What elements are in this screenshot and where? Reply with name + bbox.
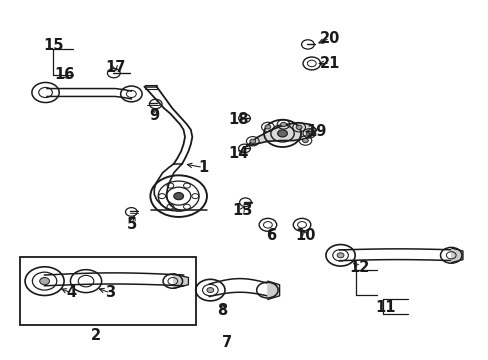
Polygon shape: [267, 281, 279, 300]
Text: 21: 21: [319, 56, 339, 71]
Text: 18: 18: [228, 112, 248, 126]
Text: 10: 10: [295, 228, 315, 243]
Text: 5: 5: [127, 217, 137, 232]
Polygon shape: [451, 248, 462, 262]
Text: 11: 11: [375, 300, 395, 315]
Circle shape: [280, 122, 286, 127]
Text: 6: 6: [265, 228, 276, 243]
Polygon shape: [246, 123, 316, 146]
Polygon shape: [173, 274, 188, 288]
Text: 14: 14: [228, 145, 248, 161]
Circle shape: [264, 125, 270, 129]
Text: 15: 15: [43, 38, 63, 53]
Circle shape: [306, 131, 312, 135]
Circle shape: [173, 193, 183, 200]
Circle shape: [206, 288, 213, 293]
Text: 17: 17: [105, 59, 125, 75]
Text: 3: 3: [105, 285, 115, 301]
Text: 13: 13: [231, 203, 252, 218]
Text: 7: 7: [222, 334, 232, 350]
Text: 1: 1: [198, 160, 208, 175]
Text: 8: 8: [217, 303, 227, 318]
Circle shape: [277, 130, 287, 137]
Text: 20: 20: [319, 31, 339, 46]
Text: 2: 2: [91, 328, 101, 343]
FancyBboxPatch shape: [20, 257, 195, 325]
Text: 9: 9: [149, 108, 159, 123]
Circle shape: [336, 253, 343, 258]
Circle shape: [302, 138, 308, 143]
Text: 19: 19: [306, 124, 326, 139]
Text: 16: 16: [54, 67, 74, 82]
Circle shape: [40, 278, 49, 285]
Circle shape: [296, 125, 302, 130]
Text: 4: 4: [66, 285, 76, 301]
Circle shape: [249, 139, 255, 143]
Text: 12: 12: [348, 260, 368, 275]
